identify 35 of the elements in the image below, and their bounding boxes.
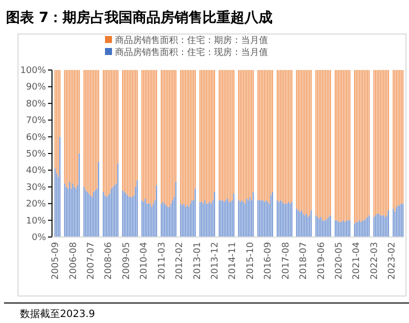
x-tick-label: 2006-08 — [68, 242, 79, 280]
chart-title: 图表 7：期房占我国商品房销售比重超八成 — [6, 9, 273, 26]
x-tick-label: 2015-10 — [246, 242, 256, 280]
x-tick-label: 2013-01 — [192, 242, 203, 280]
y-tick-label: 70% — [26, 116, 46, 126]
y-tick-label: 60% — [26, 132, 46, 143]
y-tick-label: 0% — [32, 233, 46, 243]
y-tick-label: 100% — [20, 66, 46, 76]
y-tick-label: 50% — [26, 150, 46, 160]
y-tick-label: 20% — [26, 200, 46, 210]
x-tick-label: 2014-11 — [228, 242, 238, 280]
legend-label: 商品房销售面积：住宅：现房：当月值 — [115, 47, 268, 58]
x-tick-label: 2005-09 — [51, 242, 62, 280]
text: 数据截至2023.9 — [20, 308, 95, 320]
x-tick-label: 2017-08 — [281, 242, 292, 280]
x-tick-label: 2010-04 — [140, 242, 150, 280]
x-tick-label: 2012-02 — [175, 242, 186, 280]
x-tick-label: 2008-06 — [104, 242, 114, 280]
x-tick-label: 2021-04 — [352, 242, 362, 280]
x-tick-label: 2023-02 — [388, 242, 398, 280]
x-tick-label: 2009-05 — [122, 242, 132, 280]
y-tick-label: 30% — [26, 182, 46, 193]
x-tick-label: 2011-03 — [157, 242, 168, 280]
y-tick-label: 10% — [26, 216, 46, 226]
y-tick-label: 80% — [26, 99, 46, 110]
y-tick-label: 40% — [26, 166, 46, 176]
x-tick-label: 2019-06 — [316, 242, 327, 280]
y-tick-label: 90% — [26, 82, 46, 93]
x-tick-label: 2020-05 — [334, 242, 345, 280]
x-tick-label: 2018-07 — [299, 242, 310, 280]
x-tick-label: 2022-03 — [370, 242, 380, 280]
legend-label: 商品房销售面积：住宅：期房：当月值 — [115, 35, 268, 46]
x-tick-label: 2013-12 — [210, 242, 221, 280]
x-tick-label: 2016-09 — [264, 242, 274, 280]
x-tick-label: 2007-07 — [86, 242, 96, 280]
